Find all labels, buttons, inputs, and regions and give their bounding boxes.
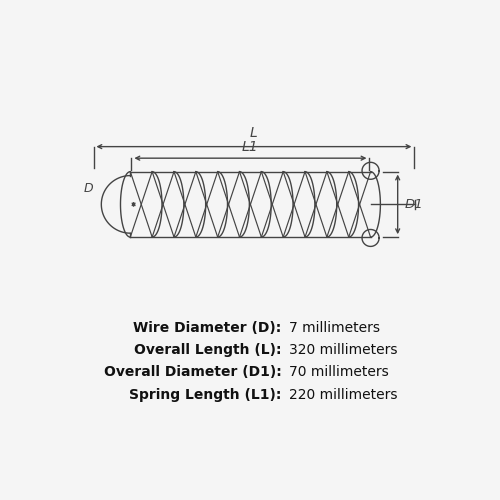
Text: Spring Length (L1):: Spring Length (L1): bbox=[129, 388, 282, 402]
Text: 7 millimeters: 7 millimeters bbox=[289, 320, 380, 334]
Text: Overall Length (L):: Overall Length (L): bbox=[134, 343, 282, 357]
Text: L1: L1 bbox=[242, 140, 259, 153]
Text: Wire Diameter (D):: Wire Diameter (D): bbox=[133, 320, 282, 334]
Text: D: D bbox=[84, 182, 94, 194]
Text: 220 millimeters: 220 millimeters bbox=[289, 388, 398, 402]
Text: Overall Diameter (D1):: Overall Diameter (D1): bbox=[104, 365, 282, 379]
Text: 70 millimeters: 70 millimeters bbox=[289, 365, 389, 379]
Text: 320 millimeters: 320 millimeters bbox=[289, 343, 398, 357]
Text: L: L bbox=[250, 126, 258, 140]
Text: D1: D1 bbox=[404, 198, 423, 211]
